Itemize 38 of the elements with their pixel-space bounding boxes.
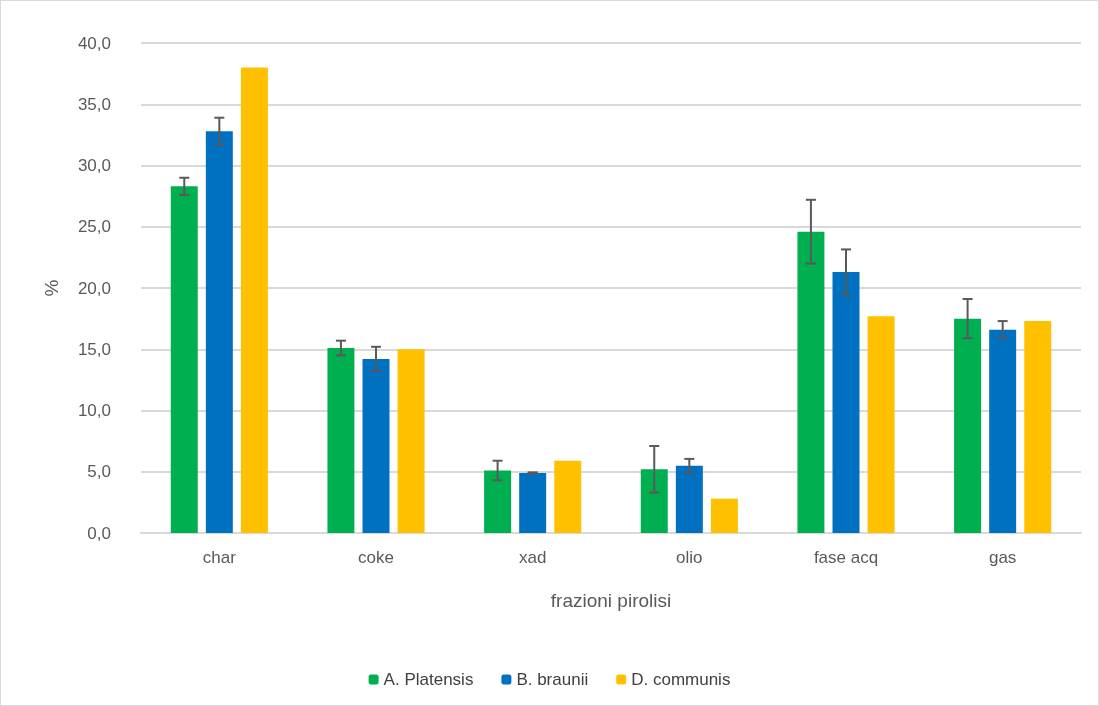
x-tick-label: gas (988, 548, 1017, 567)
y-tick-label: 5,0 (87, 462, 111, 482)
bar (397, 349, 425, 533)
bar (519, 472, 547, 533)
legend-label: D. communis (631, 670, 731, 689)
y-tick-label: 25,0 (77, 217, 111, 237)
x-axis-title: frazioni pirolisi (550, 590, 672, 611)
bar (640, 469, 668, 533)
bar (832, 272, 860, 533)
y-tick-label: 20,0 (77, 278, 111, 298)
y-tick-label: 15,0 (77, 339, 111, 359)
x-tick-label: olio (676, 548, 703, 567)
bar (675, 465, 703, 533)
x-tick-label: fase acq (813, 548, 879, 567)
y-axis-title: % (41, 279, 62, 297)
bar (867, 316, 895, 533)
bar (327, 348, 355, 533)
bar (989, 329, 1017, 533)
bar (554, 460, 582, 533)
y-tick-label: 30,0 (77, 156, 111, 175)
y-tick-label: 35,0 (77, 94, 111, 114)
bar (170, 186, 198, 533)
bar (710, 498, 738, 533)
bar (1024, 321, 1052, 533)
y-tick-label: 0,0 (87, 523, 111, 543)
bar (484, 470, 512, 533)
legend-label: B. braunii (516, 670, 589, 689)
bar (205, 131, 233, 533)
bar (797, 231, 825, 533)
x-tick-label: xad (518, 548, 547, 567)
x-tick-label: char (202, 548, 237, 567)
bar (362, 359, 390, 533)
y-tick-label: 40,0 (77, 33, 111, 53)
bar (240, 67, 268, 533)
x-tick-label: coke (358, 548, 394, 567)
legend-label: A. Platensis (383, 670, 474, 689)
bar (954, 318, 982, 533)
y-tick-label: 10,0 (77, 401, 111, 420)
